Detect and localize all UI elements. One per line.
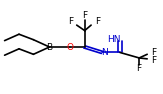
Text: B: B bbox=[46, 42, 52, 52]
Text: F: F bbox=[68, 17, 73, 26]
Text: F: F bbox=[95, 17, 100, 26]
Text: F: F bbox=[151, 56, 156, 65]
Text: F: F bbox=[82, 11, 87, 20]
Text: O: O bbox=[67, 42, 74, 52]
Text: N: N bbox=[101, 48, 108, 56]
Text: F: F bbox=[151, 48, 156, 57]
Text: HN: HN bbox=[107, 35, 120, 44]
Text: F: F bbox=[137, 64, 142, 73]
